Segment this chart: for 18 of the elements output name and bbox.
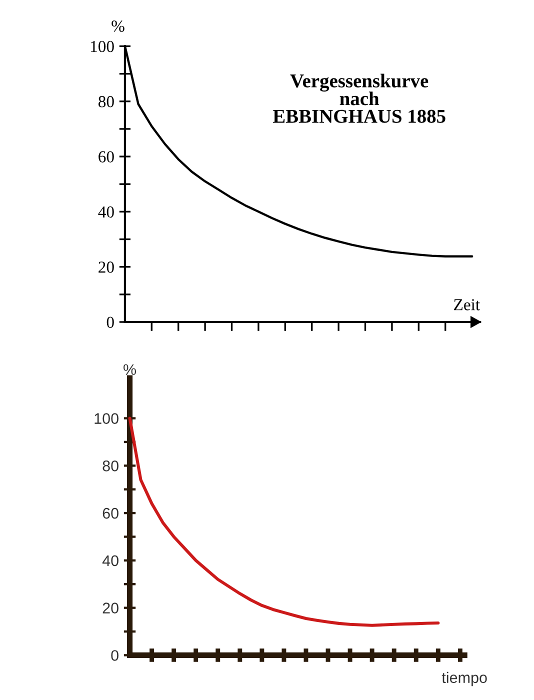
line-series [128,416,440,627]
y-tick-label: 0 [111,650,118,661]
y-tick-label: 20 [98,262,114,273]
y-tick-label: 40 [98,206,114,218]
x-axis-title: tiempo [442,672,487,686]
y-tick-label: 80 [102,460,118,472]
y-axis-title: % [124,364,136,375]
y-tick-label: 20 [102,602,118,614]
y-tick-label: 80 [98,96,114,108]
y-tick-label: 0 [106,316,114,328]
y-tick-label: 100 [91,40,114,52]
text: Vergessenskurve nach EBBINGHAUS 1885 [272,74,446,123]
y-tick-label: 40 [102,555,118,566]
y-axis-title: % [112,20,124,32]
y-tick-label: 100 [94,413,118,424]
y-tick-label: 60 [102,508,118,519]
x-axis-title: Zeit [454,299,480,310]
y-tick-label: 60 [98,151,114,162]
